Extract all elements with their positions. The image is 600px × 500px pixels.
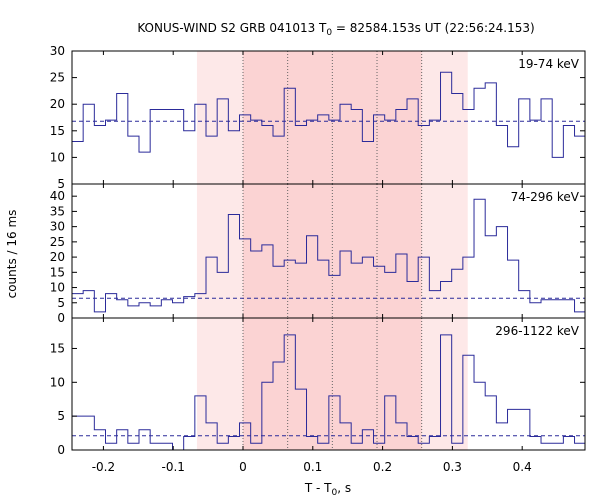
y-tick-label: 0 — [57, 443, 65, 457]
y-tick-label: 15 — [50, 265, 65, 279]
x-tick-label: 0.2 — [373, 460, 392, 474]
x-tick-label: 0.3 — [443, 460, 462, 474]
x-tick-label: 0 — [239, 460, 247, 474]
count-histogram — [72, 334, 585, 451]
y-tick-label: 5 — [57, 409, 65, 423]
y-tick-label: 10 — [50, 281, 65, 295]
y-tick-label: 5 — [57, 177, 65, 191]
y-tick-label: 35 — [50, 204, 65, 218]
count-histogram — [72, 198, 585, 313]
y-tick-label: 25 — [50, 71, 65, 85]
x-tick-label: -0.1 — [161, 460, 184, 474]
y-tick-label: 25 — [50, 235, 65, 249]
panel-1: 5 10 15 20 25 30 19-74 keV — [50, 44, 586, 191]
energy-band-label: 74-296 keV — [511, 190, 580, 204]
chart-title-suffix: = 82584.153s UT (22:56:24.153) — [332, 21, 535, 35]
y-axis-label: counts / 16 ms — [5, 210, 19, 299]
x-axis-label-subscript: 0 — [332, 488, 338, 498]
x-tick-label: 0.1 — [303, 460, 322, 474]
x-tick-label: -0.2 — [92, 460, 115, 474]
y-tick-label: 40 — [50, 189, 65, 203]
y-tick-label: 15 — [50, 124, 65, 138]
y-tick-label: 0 — [57, 311, 65, 325]
energy-band-label: 19-74 keV — [518, 57, 580, 71]
x-axis-label: T - T0, s — [304, 481, 351, 498]
count-histogram — [72, 71, 585, 158]
panel-3: 0 5 10 15 296-1122 keV — [50, 317, 586, 457]
y-tick-label: 5 — [57, 296, 65, 310]
chart-title-subscript: 0 — [326, 28, 332, 38]
y-tick-label: 20 — [50, 250, 65, 264]
x-axis-ticks: -0.2 -0.1 0 0.1 0.2 0.3 0.4 — [92, 460, 532, 474]
y-tick-label: 30 — [50, 44, 65, 58]
y-tick-label: 10 — [50, 375, 65, 389]
y-tick-label: 10 — [50, 150, 65, 164]
x-tick-label: 0.4 — [513, 460, 532, 474]
energy-band-label: 296-1122 keV — [495, 324, 579, 338]
chart-title: KONUS-WIND S2 GRB 041013 T0 = 82584.153s… — [137, 21, 534, 38]
y-tick-label: 30 — [50, 220, 65, 234]
x-axis-label-prefix: T - T — [304, 481, 332, 495]
x-axis-label-suffix: , s — [337, 481, 351, 495]
panel-frame — [71, 317, 586, 451]
y-tick-label: 20 — [50, 97, 65, 111]
chart-title-prefix: KONUS-WIND S2 GRB 041013 T — [137, 21, 327, 35]
y-tick-label: 15 — [50, 341, 65, 355]
